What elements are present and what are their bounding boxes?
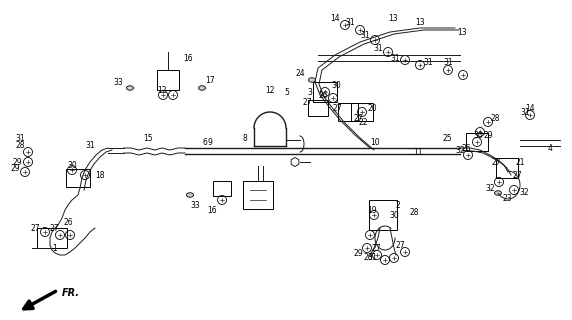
Text: 26: 26 (461, 143, 471, 153)
Bar (157, 70, 179, 90)
Bar (308, 100, 328, 116)
Text: 12: 12 (265, 85, 275, 94)
Text: 27: 27 (302, 98, 312, 107)
Text: 21: 21 (515, 157, 525, 166)
Text: 14: 14 (525, 103, 535, 113)
Text: 26: 26 (363, 253, 373, 262)
Text: 32: 32 (485, 183, 495, 193)
Text: 28: 28 (409, 207, 419, 217)
Bar (213, 180, 231, 196)
Text: 18: 18 (96, 171, 105, 180)
Text: 31: 31 (345, 18, 355, 27)
Text: 9: 9 (208, 138, 212, 147)
Text: 32: 32 (519, 188, 529, 196)
Text: 28: 28 (490, 114, 500, 123)
Text: 33: 33 (113, 77, 123, 86)
Text: 20: 20 (367, 103, 377, 113)
Bar (496, 158, 518, 178)
Ellipse shape (126, 86, 133, 90)
Text: 6: 6 (202, 138, 208, 147)
Text: 12: 12 (157, 85, 167, 94)
Text: 29: 29 (10, 164, 20, 172)
Text: 32: 32 (455, 146, 465, 155)
Text: 1: 1 (53, 244, 57, 252)
Text: 31: 31 (443, 58, 453, 67)
Text: 30: 30 (67, 161, 77, 170)
Ellipse shape (186, 193, 193, 197)
Text: FR.: FR. (62, 288, 80, 298)
Text: 17: 17 (205, 76, 215, 84)
Bar (243, 181, 273, 209)
Text: 31: 31 (15, 133, 25, 142)
Text: 31: 31 (520, 108, 530, 116)
Bar (313, 82, 337, 102)
Text: 19: 19 (367, 205, 377, 214)
Ellipse shape (198, 86, 205, 90)
Text: 23: 23 (502, 194, 512, 203)
Text: 16: 16 (183, 53, 193, 62)
Bar (466, 133, 488, 151)
Text: 22: 22 (358, 117, 368, 126)
Text: 33: 33 (190, 201, 200, 210)
Text: 8: 8 (243, 133, 247, 142)
Text: 31: 31 (360, 30, 370, 39)
Text: 27: 27 (395, 241, 405, 250)
Text: 26: 26 (318, 91, 328, 100)
Text: 10: 10 (370, 138, 380, 147)
Text: 29: 29 (353, 249, 363, 258)
Text: 27: 27 (491, 157, 501, 166)
Text: 30: 30 (389, 211, 399, 220)
Bar (37, 228, 67, 248)
Text: 31: 31 (373, 44, 383, 52)
Text: 28: 28 (15, 140, 25, 149)
Text: 13: 13 (457, 28, 467, 36)
Bar (369, 200, 397, 230)
Text: 30: 30 (331, 81, 341, 90)
Text: 16: 16 (207, 205, 217, 214)
Bar (338, 103, 358, 121)
Text: 5: 5 (284, 87, 289, 97)
Polygon shape (291, 157, 299, 166)
Bar (66, 169, 90, 187)
Bar (351, 103, 373, 121)
Ellipse shape (308, 78, 316, 82)
Text: 27: 27 (332, 103, 342, 113)
Text: 27: 27 (353, 114, 363, 123)
Text: 2: 2 (396, 201, 400, 210)
Text: 25: 25 (442, 133, 452, 142)
Text: 11: 11 (413, 148, 423, 156)
Text: 15: 15 (143, 133, 153, 142)
Text: 13: 13 (415, 18, 425, 27)
Text: 27: 27 (371, 244, 381, 252)
Text: 13: 13 (388, 13, 398, 22)
Ellipse shape (495, 191, 502, 195)
Text: 4: 4 (547, 143, 553, 153)
Text: 31: 31 (390, 53, 400, 62)
Text: 27: 27 (512, 171, 522, 180)
Text: 27: 27 (49, 223, 59, 233)
Text: 27: 27 (30, 223, 40, 233)
Text: 31: 31 (423, 58, 433, 67)
Text: 31: 31 (85, 140, 95, 149)
Text: 29: 29 (483, 131, 493, 140)
Text: 31: 31 (367, 253, 377, 262)
Text: 29: 29 (12, 157, 22, 166)
Text: 26: 26 (63, 218, 73, 227)
Text: 14: 14 (330, 13, 340, 22)
Text: 30: 30 (473, 131, 483, 140)
Text: 24: 24 (295, 68, 305, 77)
Text: 3: 3 (308, 87, 312, 97)
